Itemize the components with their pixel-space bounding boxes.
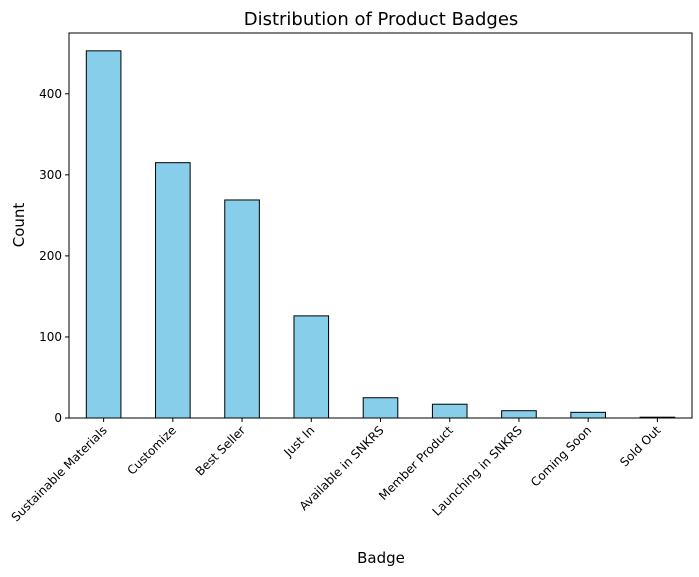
x-tick-label: Best Seller	[193, 423, 248, 478]
x-axis-title: Badge	[357, 549, 405, 567]
chart-title: Distribution of Product Badges	[244, 9, 519, 30]
bar	[155, 162, 191, 419]
y-tick-label: 0	[54, 411, 62, 425]
x-tick-label: Sustainable Materials	[9, 423, 110, 524]
bar	[501, 410, 537, 419]
plot-area: 0 100 200 300 400 Sustainable Materials Custom…	[9, 32, 693, 524]
y-tick-label: 200	[39, 249, 62, 263]
x-tick-label: Just In	[281, 423, 318, 460]
y-tick-label: 400	[39, 87, 62, 101]
bar	[362, 397, 399, 419]
x-tick-label: Sold Out	[617, 423, 664, 470]
y-axis-title: Count	[10, 203, 28, 248]
y-tick-label: 300	[39, 168, 62, 182]
bar	[293, 315, 330, 419]
x-tick-label: Member Product	[376, 423, 456, 503]
y-tick-label: 100	[39, 330, 62, 344]
x-tick-label: Coming Soon	[528, 423, 594, 489]
bar	[85, 50, 122, 419]
bar	[570, 411, 606, 419]
plot-frame	[68, 32, 693, 419]
x-tick-label: Customize	[125, 423, 179, 477]
bar	[224, 199, 260, 419]
bar	[431, 403, 468, 419]
